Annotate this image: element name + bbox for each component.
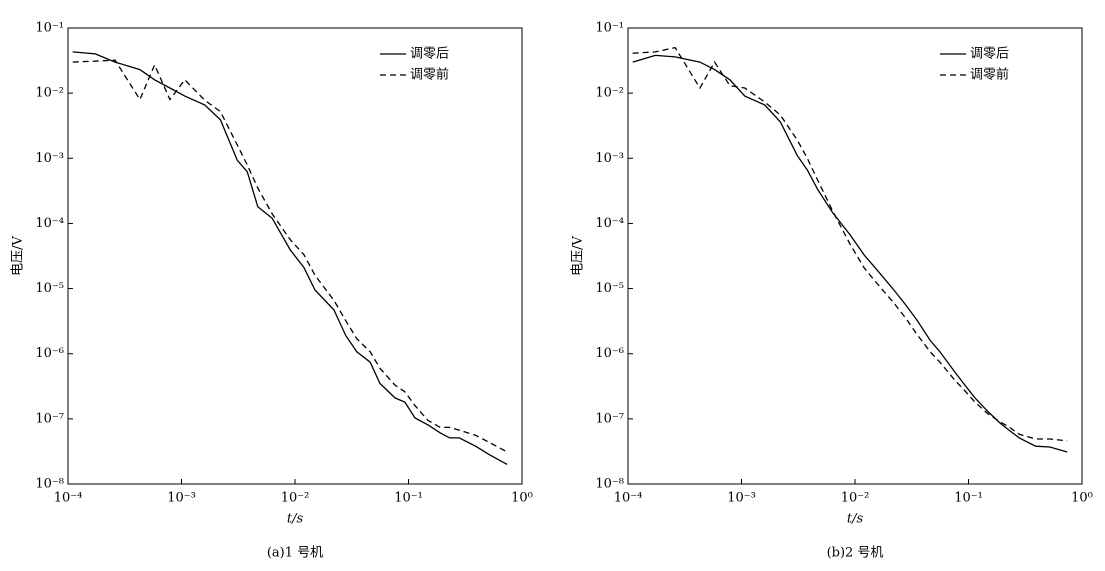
legend-label: 调零后 xyxy=(410,47,449,62)
y-tick-label: 10⁻⁷ xyxy=(595,411,624,426)
y-axis-label: 电压/V xyxy=(571,236,586,276)
y-tick-label: 10⁻⁷ xyxy=(35,411,64,426)
legend-label: 调零前 xyxy=(410,67,449,83)
y-tick-label: 10⁻¹ xyxy=(595,21,624,36)
y-tick-label: 10⁻⁴ xyxy=(35,216,64,231)
legend-label: 调零后 xyxy=(970,47,1009,62)
x-axis-label: t/s xyxy=(847,512,864,527)
data-line xyxy=(72,51,508,465)
data-line xyxy=(632,46,1068,442)
y-tick-label: 10⁻⁵ xyxy=(595,281,624,296)
y-tick-label: 10⁻⁵ xyxy=(35,281,64,296)
x-tick-label: 10⁰ xyxy=(1071,491,1093,506)
y-tick-label: 10⁻⁶ xyxy=(595,346,624,361)
x-tick-label: 10⁻¹ xyxy=(394,491,423,506)
x-tick-label: 10⁻⁴ xyxy=(54,491,83,506)
data-line xyxy=(632,54,1068,453)
x-tick-label: 10⁻³ xyxy=(167,491,196,506)
y-tick-label: 10⁻² xyxy=(595,86,624,101)
x-tick-label: 10⁻¹ xyxy=(954,491,983,506)
caption: (b)2 号机 xyxy=(827,546,884,561)
legend-label: 调零前 xyxy=(970,67,1009,83)
data-line xyxy=(72,59,508,453)
x-tick-label: 10⁻² xyxy=(281,491,310,506)
plot-frame xyxy=(627,27,1083,485)
y-tick-label: 10⁻¹ xyxy=(35,21,64,36)
y-tick-label: 10⁻³ xyxy=(35,151,64,166)
caption: (a)1 号机 xyxy=(267,546,323,561)
x-tick-label: 10⁰ xyxy=(511,491,533,506)
y-tick-label: 10⁻⁶ xyxy=(35,346,64,361)
y-axis-label: 电压/V xyxy=(11,236,26,276)
x-tick-label: 10⁻³ xyxy=(727,491,756,506)
y-tick-label: 10⁻⁴ xyxy=(595,216,624,231)
y-tick-label: 10⁻⁸ xyxy=(35,477,64,492)
x-tick-label: 10⁻⁴ xyxy=(614,491,643,506)
y-tick-label: 10⁻² xyxy=(35,86,64,101)
y-tick-label: 10⁻⁸ xyxy=(595,477,624,492)
x-axis-label: t/s xyxy=(287,512,304,527)
y-tick-label: 10⁻³ xyxy=(595,151,624,166)
x-tick-label: 10⁻² xyxy=(841,491,870,506)
